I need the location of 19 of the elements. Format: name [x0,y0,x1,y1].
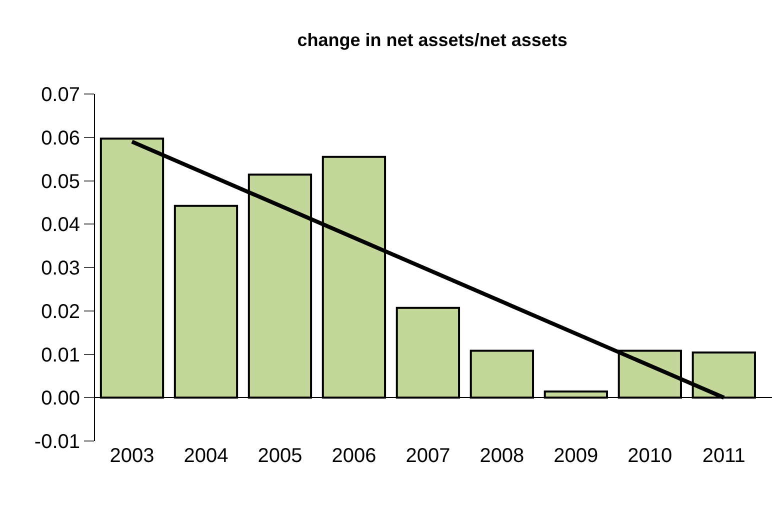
y-tick-label: 0.05 [41,170,80,193]
x-tick-label: 2003 [110,445,154,467]
x-tick-label: 2007 [406,445,450,467]
x-tick-label: 2006 [332,445,376,467]
y-tick-label: 0.03 [41,258,80,280]
chart-title: change in net assets/net assets [297,30,568,50]
x-tick-label: 2009 [554,445,598,467]
y-tick-label: 0.04 [41,214,80,236]
x-tick-label: 2011 [702,445,746,467]
x-tick-label: 2008 [480,445,524,467]
y-tick-label: 0.06 [41,127,80,150]
y-tick-label: 0.02 [41,300,80,323]
y-tick-label: 0.01 [41,344,80,366]
y-tick-label: 0.07 [41,84,80,106]
y-tick-label: -0.01 [34,431,80,453]
x-tick-label: 2004 [184,445,228,467]
x-tick-label: 2010 [628,445,672,467]
x-tick-label: 2005 [258,445,302,467]
y-tick-label: 0.00 [41,388,80,410]
